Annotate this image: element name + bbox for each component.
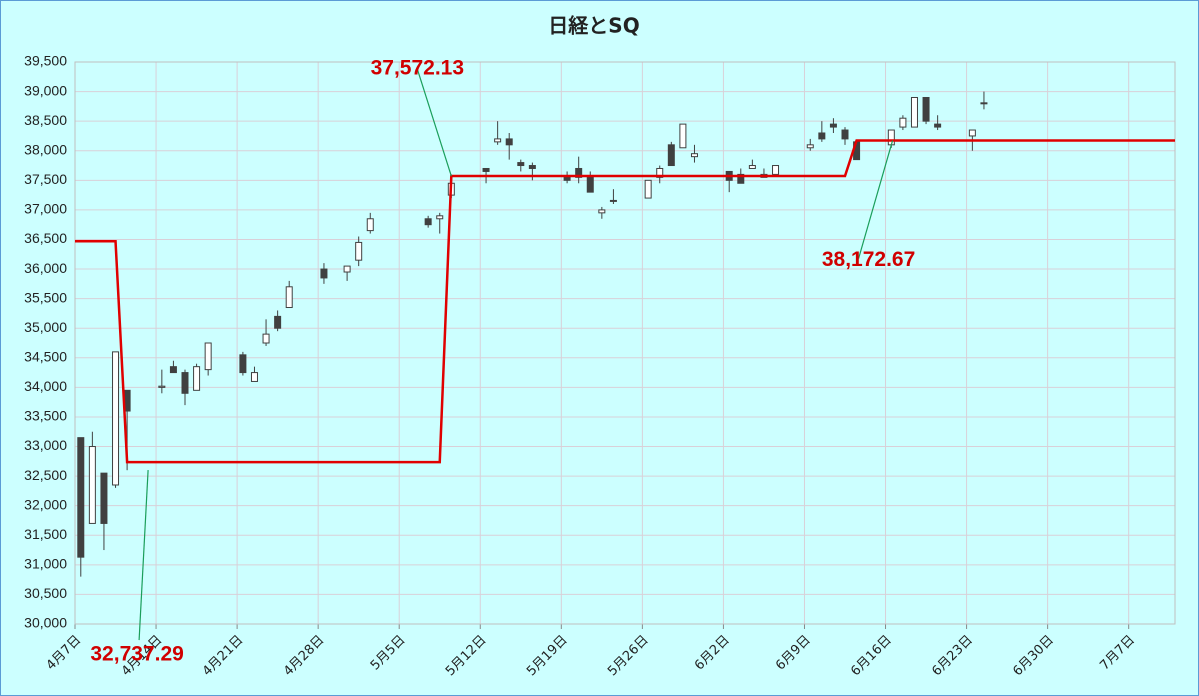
candle-body	[690, 153, 698, 158]
y-tick-label: 34,000	[24, 378, 67, 394]
candle-body	[934, 123, 942, 128]
y-tick-label: 35,500	[24, 289, 67, 305]
candle-body	[887, 129, 895, 146]
candle-body	[88, 446, 96, 524]
candle-body	[922, 96, 930, 122]
y-tick-label: 34,500	[24, 348, 67, 364]
candle-body	[193, 366, 201, 391]
candle-body	[598, 209, 606, 214]
candle-body	[772, 165, 780, 175]
candle-body	[158, 385, 166, 388]
annotation-label: 38,172.67	[822, 248, 915, 271]
candle-body	[806, 144, 814, 149]
candle-body	[505, 138, 513, 146]
plot-area-border	[74, 61, 1176, 625]
candle-body	[274, 315, 282, 329]
candle-body	[818, 132, 826, 140]
annotation-leader	[416, 68, 452, 177]
y-tick-label: 33,000	[24, 437, 67, 453]
y-tick-label: 37,000	[24, 201, 67, 217]
candle-body	[482, 167, 490, 172]
y-tick-label: 37,500	[24, 171, 67, 187]
candle-body	[424, 218, 432, 226]
candle-body	[77, 437, 85, 558]
y-tick-label: 36,000	[24, 260, 67, 276]
y-tick-label: 30,000	[24, 615, 67, 631]
candle-body	[841, 129, 849, 140]
candle-body	[980, 102, 988, 105]
candle-body	[100, 472, 108, 524]
y-tick-label: 35,000	[24, 319, 67, 335]
chart-title: 日経とSQ	[548, 14, 639, 38]
annotation-leader	[858, 140, 894, 259]
candle-body	[320, 268, 328, 279]
candle-body	[343, 265, 351, 273]
y-tick-label: 32,500	[24, 467, 67, 483]
y-tick-label: 31,500	[24, 526, 67, 542]
y-tick-label: 38,000	[24, 141, 67, 157]
annotation-label: 37,572.13	[371, 57, 464, 80]
candle-body	[494, 138, 502, 143]
candle-body	[517, 162, 525, 167]
y-tick-label: 30,500	[24, 585, 67, 601]
candle-body	[748, 165, 756, 169]
candle-body	[609, 199, 617, 202]
candle-body	[112, 351, 120, 486]
candle-body	[204, 342, 212, 371]
y-tick-label: 36,500	[24, 230, 67, 246]
sq-line	[75, 139, 1175, 464]
candle-body	[528, 165, 536, 169]
candle-body	[366, 218, 374, 232]
candle-body	[285, 286, 293, 309]
candle-body	[644, 179, 652, 199]
candle-body	[181, 372, 189, 394]
candle-body	[355, 241, 363, 261]
y-tick-label: 39,500	[24, 53, 67, 69]
annotation-label: 32,737.29	[90, 643, 183, 666]
y-tick-label: 38,500	[24, 112, 67, 128]
candle-body	[667, 144, 675, 167]
candle-body	[737, 173, 745, 184]
candle-body	[968, 129, 976, 137]
candle-body	[586, 176, 594, 193]
y-tick-label: 39,000	[24, 82, 67, 98]
candle-body	[829, 123, 837, 128]
candle-body	[575, 167, 583, 178]
y-tick-label: 32,000	[24, 496, 67, 512]
candle-body	[563, 176, 571, 181]
candle-body	[436, 215, 444, 220]
candle-body	[899, 117, 907, 128]
y-tick-label: 31,000	[24, 556, 67, 572]
annotation-leader	[138, 470, 149, 641]
candle-body	[239, 354, 247, 374]
candle-body	[679, 123, 687, 149]
candle-body	[656, 167, 664, 178]
y-tick-label: 33,500	[24, 408, 67, 424]
candle-body	[910, 96, 918, 128]
candle-body	[262, 333, 270, 344]
candle-body	[169, 366, 177, 374]
candle-body	[250, 372, 258, 382]
